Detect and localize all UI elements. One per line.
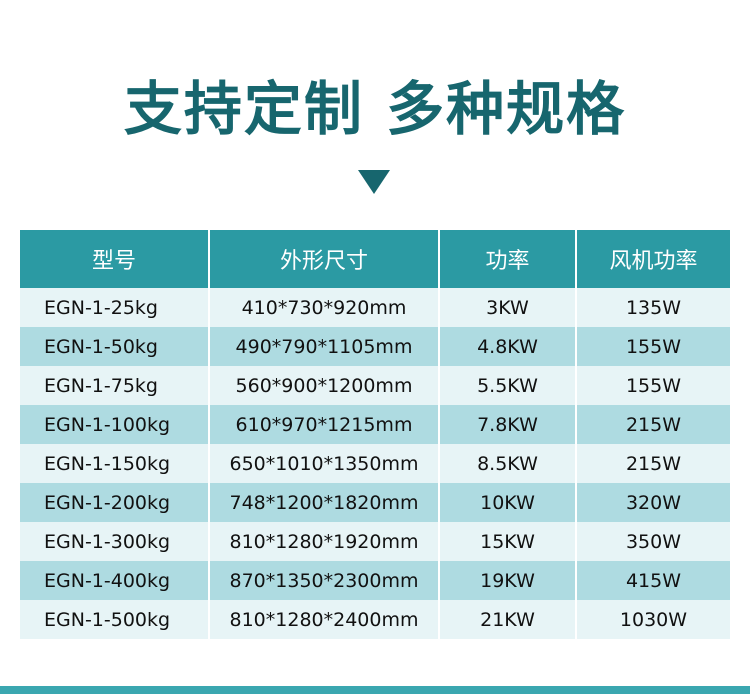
header-cell: 功率 (440, 230, 577, 288)
table-cell: 3KW (440, 288, 577, 327)
spec-table: 型号 外形尺寸 功率 风机功率 EGN-1-25kg 410*730*920mm 3KW 13… (20, 230, 730, 639)
table-cell: 215W (625, 413, 682, 436)
table-cell: 415W (625, 569, 682, 592)
table-cell: 215W (625, 452, 682, 475)
table-cell: 19KW (440, 561, 577, 600)
table-row: EGN-1-300kg 810*1280*1920mm 15KW 350W (20, 522, 730, 561)
table-row: EGN-1-100kg 610*970*1215mm 7.8KW 215W (20, 405, 730, 444)
table-cell: 748*1200*1820mm (210, 483, 440, 522)
table-cell: EGN-1-300kg (20, 522, 210, 561)
table-cell: 21KW (440, 600, 577, 639)
title: 支持定制 多种规格 (123, 75, 627, 143)
table-cell: 7.8KW (440, 405, 577, 444)
table-row: EGN-1-400kg 870*1350*2300mm 19KW 415W (20, 561, 730, 600)
arrow-icon (358, 170, 390, 194)
header-row: 型号 外形尺寸 功率 风机功率 (20, 230, 730, 288)
table-cell: 810*1280*2400mm (210, 600, 440, 639)
table-row: EGN-1-500kg 810*1280*2400mm 21KW 1030W (20, 600, 730, 639)
table-cell: 610*970*1215mm (210, 405, 440, 444)
table-cell: EGN-1-500kg (20, 600, 210, 639)
table-cell: EGN-1-25kg (20, 288, 210, 327)
table-row: EGN-1-200kg 748*1200*1820mm 10KW 320W (20, 483, 730, 522)
table-cell: 560*900*1200mm (210, 366, 440, 405)
table-cell: 155W (625, 335, 682, 358)
table-cell: EGN-1-150kg (20, 444, 210, 483)
table-row: EGN-1-150kg 650*1010*1350mm 8.5KW 215W (20, 444, 730, 483)
table-cell: 5.5KW (440, 366, 577, 405)
table-cell: 4.8KW (440, 327, 577, 366)
header-cell: 外形尺寸 (210, 230, 440, 288)
table-cell: 410*730*920mm (210, 288, 440, 327)
table-cell: EGN-1-200kg (20, 483, 210, 522)
table-row: EGN-1-50kg 490*790*1105mm 4.8KW 155W (20, 327, 730, 366)
table-cell: 810*1280*1920mm (210, 522, 440, 561)
table-cell: 135W (625, 296, 682, 319)
table-cell: 8.5KW (440, 444, 577, 483)
table-cell: 155W (625, 374, 682, 397)
table-cell: 15KW (440, 522, 577, 561)
table-cell: EGN-1-50kg (20, 327, 210, 366)
table-cell: EGN-1-100kg (20, 405, 210, 444)
table-row: EGN-1-75kg 560*900*1200mm 5.5KW 155W (20, 366, 730, 405)
table-cell: 490*790*1105mm (210, 327, 440, 366)
table-cell: 1030W (619, 608, 688, 631)
table-cell: 870*1350*2300mm (210, 561, 440, 600)
table-cell: 350W (625, 530, 682, 553)
bottom-strip (0, 686, 750, 694)
table-cell: 650*1010*1350mm (210, 444, 440, 483)
table-cell: EGN-1-400kg (20, 561, 210, 600)
table-cell: 320W (625, 491, 682, 514)
table-cell: 10KW (440, 483, 577, 522)
table-cell: EGN-1-75kg (20, 366, 210, 405)
table-row: EGN-1-25kg 410*730*920mm 3KW 135W (20, 288, 730, 327)
header-cell: 型号 (20, 230, 210, 288)
header-cell: 风机功率 (609, 249, 698, 274)
